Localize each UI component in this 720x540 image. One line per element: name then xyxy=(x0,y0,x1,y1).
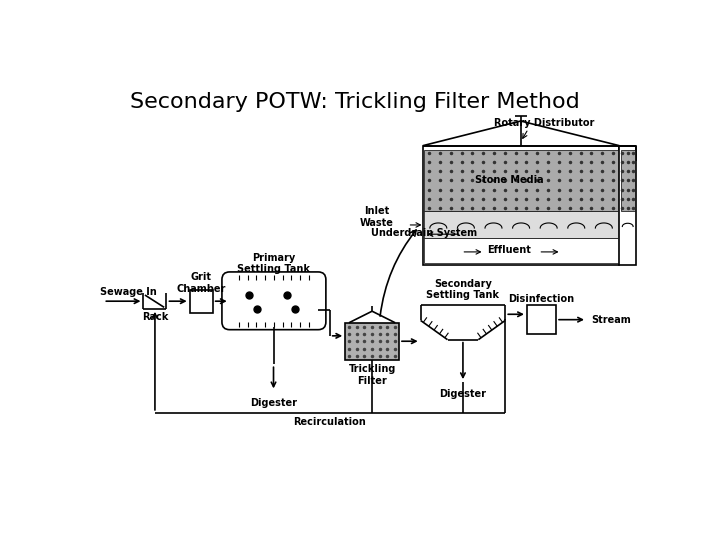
Text: Rack: Rack xyxy=(142,312,168,322)
Bar xyxy=(621,150,634,211)
Text: Sewage In: Sewage In xyxy=(99,287,156,297)
Text: Underdrain System: Underdrain System xyxy=(371,228,477,238)
Text: Secondary POTW: Trickling Filter Method: Secondary POTW: Trickling Filter Method xyxy=(130,92,580,112)
Text: Rotary Distributor: Rotary Distributor xyxy=(494,118,594,127)
Text: Recirculation: Recirculation xyxy=(293,417,366,427)
Text: Trickling
Filter: Trickling Filter xyxy=(348,364,396,386)
Text: Stone Media: Stone Media xyxy=(474,176,544,185)
Text: Inlet
Waste: Inlet Waste xyxy=(360,206,394,228)
Bar xyxy=(619,146,636,265)
Bar xyxy=(345,323,399,360)
Text: Primary
Settling Tank: Primary Settling Tank xyxy=(237,253,310,274)
Bar xyxy=(425,211,618,238)
Text: Stream: Stream xyxy=(590,315,631,325)
Text: Disinfection: Disinfection xyxy=(508,294,575,304)
Text: Effluent: Effluent xyxy=(487,245,531,255)
FancyBboxPatch shape xyxy=(222,272,326,330)
Bar xyxy=(425,238,618,264)
Bar xyxy=(189,289,212,313)
Text: Digester: Digester xyxy=(439,389,487,399)
Bar xyxy=(423,146,619,265)
Bar xyxy=(425,150,618,211)
Text: Grit
Chamber: Grit Chamber xyxy=(176,272,226,294)
Text: Digester: Digester xyxy=(250,398,297,408)
Text: Secondary
Settling Tank: Secondary Settling Tank xyxy=(426,279,500,300)
Bar xyxy=(527,305,556,334)
